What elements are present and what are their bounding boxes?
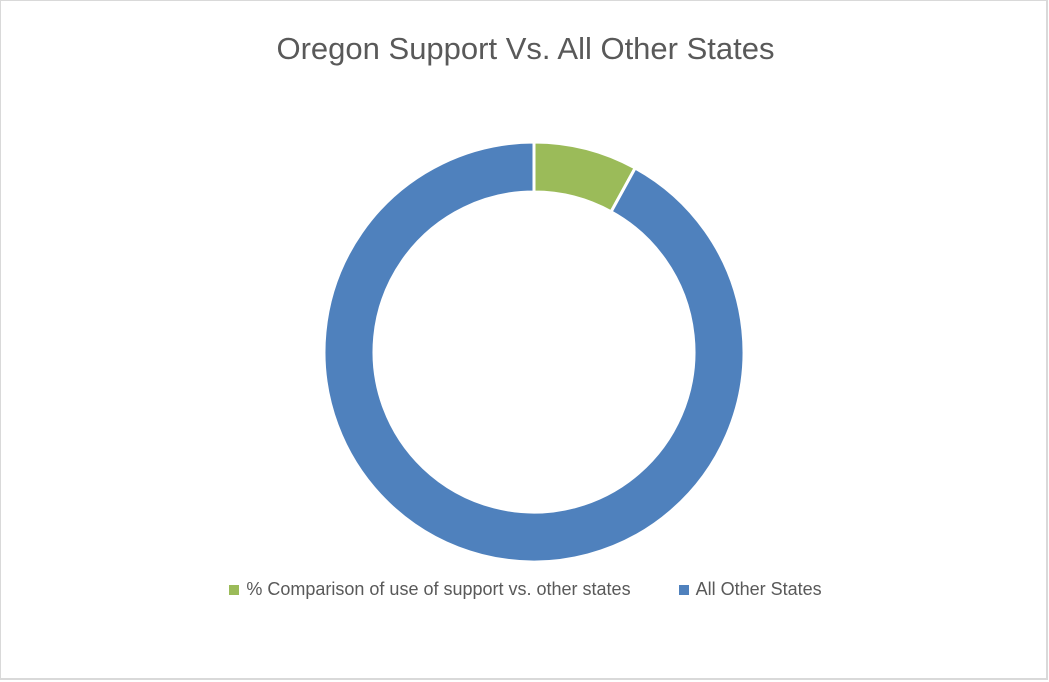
chart-title: Oregon Support Vs. All Other States: [276, 31, 775, 66]
legend-label-all-other-states: All Other States: [695, 579, 822, 599]
legend-item-oregon: % Comparison of use of support vs. other…: [229, 579, 631, 600]
legend-swatch-oregon: [229, 584, 240, 595]
chart-legend: % Comparison of use of support vs. other…: [1, 579, 1049, 600]
legend-item-all-other-states: All Other States: [678, 579, 822, 600]
slice-all-other-states: [322, 140, 746, 564]
legend-label-oregon: % Comparison of use of support vs. other…: [246, 579, 631, 599]
donut-slices: [322, 140, 746, 564]
legend-swatch-all-other-states: [678, 584, 689, 595]
